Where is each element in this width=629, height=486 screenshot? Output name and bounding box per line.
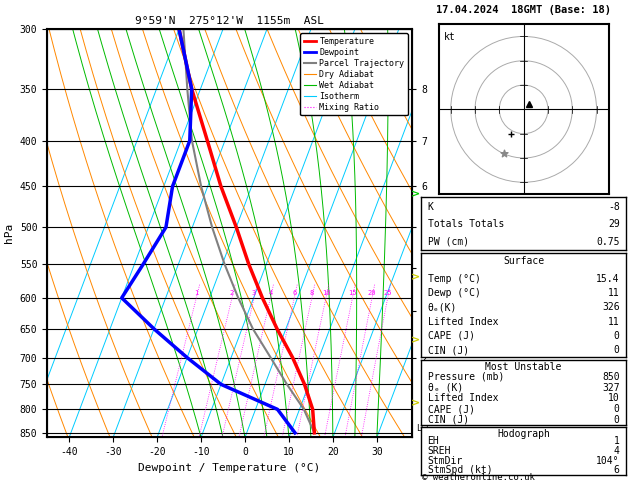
Text: 10: 10 (321, 290, 330, 296)
Text: 850: 850 (602, 372, 620, 382)
Text: 20: 20 (368, 290, 376, 296)
Text: PW (cm): PW (cm) (428, 237, 469, 247)
Legend: Temperature, Dewpoint, Parcel Trajectory, Dry Adiabat, Wet Adiabat, Isotherm, Mi: Temperature, Dewpoint, Parcel Trajectory… (300, 34, 408, 116)
Text: StmSpd (kt): StmSpd (kt) (428, 466, 492, 475)
Text: CIN (J): CIN (J) (428, 345, 469, 355)
Text: Hodograph: Hodograph (497, 429, 550, 439)
Text: CAPE (J): CAPE (J) (428, 404, 474, 414)
Text: Dewp (°C): Dewp (°C) (428, 288, 481, 298)
Text: CAPE (J): CAPE (J) (428, 331, 474, 341)
Text: 17.04.2024  18GMT (Base: 18): 17.04.2024 18GMT (Base: 18) (436, 5, 611, 15)
Text: 0: 0 (614, 404, 620, 414)
Text: Most Unstable: Most Unstable (486, 362, 562, 372)
Text: >: > (411, 272, 420, 282)
Text: Lifted Index: Lifted Index (428, 316, 498, 327)
Text: 8: 8 (309, 290, 314, 296)
Text: Totals Totals: Totals Totals (428, 219, 504, 229)
Text: 0: 0 (614, 345, 620, 355)
Text: 11: 11 (608, 316, 620, 327)
Text: Temp (°C): Temp (°C) (428, 274, 481, 284)
Text: Pressure (mb): Pressure (mb) (428, 372, 504, 382)
Text: 1: 1 (614, 436, 620, 446)
Text: 29: 29 (608, 219, 620, 229)
Text: EH: EH (428, 436, 439, 446)
Text: 4: 4 (614, 446, 620, 456)
Text: kt: kt (443, 32, 455, 42)
Text: 327: 327 (602, 382, 620, 393)
Text: 2: 2 (230, 290, 234, 296)
Text: >: > (411, 190, 420, 199)
Text: 1: 1 (194, 290, 198, 296)
Text: Surface: Surface (503, 256, 544, 266)
Text: >: > (411, 335, 420, 345)
Text: 11: 11 (608, 288, 620, 298)
Text: 15: 15 (348, 290, 357, 296)
Text: 6: 6 (292, 290, 296, 296)
Text: θₑ (K): θₑ (K) (428, 382, 463, 393)
Text: CIN (J): CIN (J) (428, 415, 469, 425)
Text: 4: 4 (269, 290, 272, 296)
Text: LCL: LCL (416, 424, 431, 433)
Text: θₑ(K): θₑ(K) (428, 302, 457, 312)
Text: 0: 0 (614, 331, 620, 341)
Text: Lifted Index: Lifted Index (428, 393, 498, 403)
Text: 10: 10 (608, 393, 620, 403)
Text: 0: 0 (614, 415, 620, 425)
Title: 9°59'N  275°12'W  1155m  ASL: 9°59'N 275°12'W 1155m ASL (135, 16, 324, 26)
Text: 15.4: 15.4 (596, 274, 620, 284)
Text: 6: 6 (614, 466, 620, 475)
Text: StmDir: StmDir (428, 455, 463, 466)
Text: K: K (428, 202, 433, 212)
Text: 104°: 104° (596, 455, 620, 466)
Text: © weatheronline.co.uk: © weatheronline.co.uk (421, 473, 535, 482)
Text: SREH: SREH (428, 446, 451, 456)
Text: 3: 3 (252, 290, 256, 296)
Text: 326: 326 (602, 302, 620, 312)
Text: -8: -8 (608, 202, 620, 212)
Text: 25: 25 (384, 290, 392, 296)
Y-axis label: km
ASL: km ASL (428, 225, 450, 242)
Text: >: > (411, 399, 420, 408)
Y-axis label: hPa: hPa (4, 223, 14, 243)
X-axis label: Dewpoint / Temperature (°C): Dewpoint / Temperature (°C) (138, 463, 321, 473)
Text: 0.75: 0.75 (596, 237, 620, 247)
